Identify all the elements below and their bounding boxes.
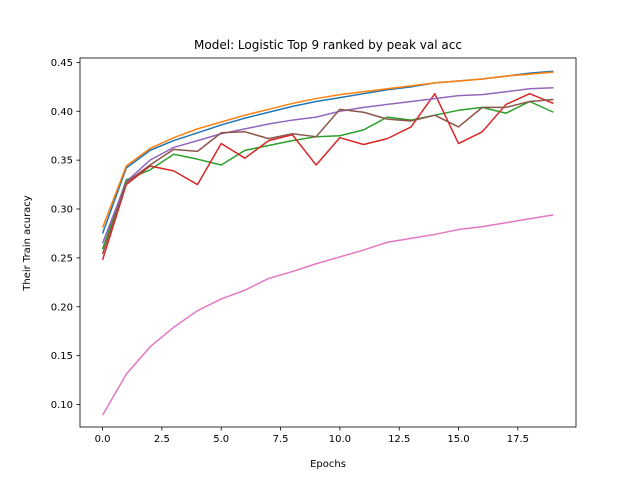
series-line-3: [101, 100, 554, 250]
y-tick-label: 0.45: [51, 58, 73, 69]
chart-title: Model: Logistic Top 9 ranked by peak val…: [194, 38, 462, 52]
x-tick-label: 2.5: [154, 434, 170, 445]
y-tick-label: 0.10: [51, 400, 73, 411]
y-tick-label: 0.25: [51, 253, 73, 264]
x-tick-label: 15.0: [447, 434, 469, 445]
y-tick-label: 0.35: [51, 156, 73, 167]
x-tick-label: 12.5: [388, 434, 410, 445]
series-line-4: [101, 92, 554, 261]
y-axis-title: Their Train acuracy: [22, 195, 33, 292]
plot-lines: [101, 70, 554, 416]
x-tick-label: 0.0: [95, 434, 111, 445]
series-line-5: [101, 87, 554, 244]
series-line-7: [101, 214, 554, 416]
y-tick-label: 0.30: [51, 205, 73, 216]
series-line-2: [101, 71, 554, 228]
x-tick-label: 10.0: [329, 434, 351, 445]
x-axis-title: Epochs: [310, 459, 346, 470]
x-axis: 0.0 2.5 5.0 7.5 10.0 12.5 15.0 17.5: [95, 427, 529, 445]
series-line-6: [101, 98, 554, 255]
x-tick-label: 5.0: [213, 434, 229, 445]
plot-frame: [79, 57, 577, 428]
x-tick-label: 17.5: [507, 434, 529, 445]
y-tick-label: 0.20: [51, 302, 73, 313]
x-tick-label: 7.5: [273, 434, 289, 445]
y-tick-label: 0.40: [51, 107, 73, 118]
y-tick-label: 0.15: [51, 351, 73, 362]
y-axis: 0.10 0.15 0.20 0.25 0.30 0.35 0.40 0.45: [51, 58, 80, 411]
